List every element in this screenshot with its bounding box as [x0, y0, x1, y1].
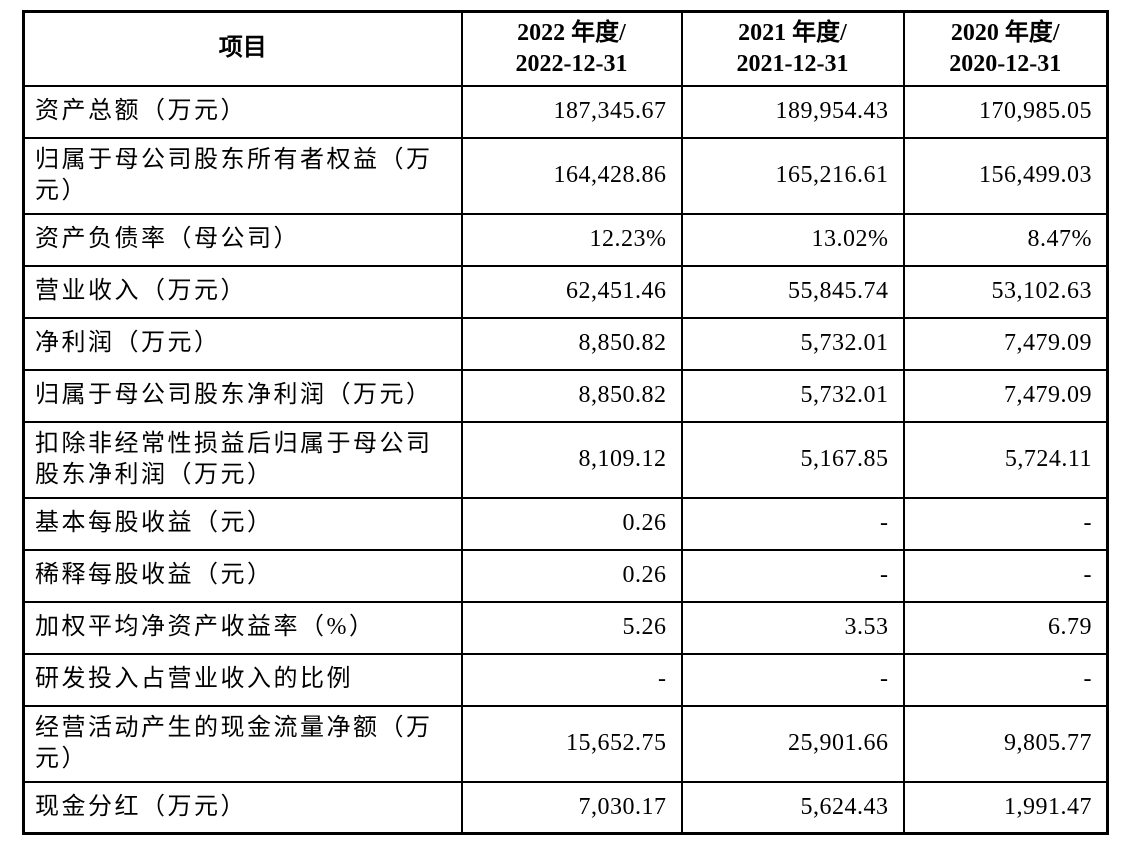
row-value: - — [460, 652, 683, 707]
row-label: 归属于母公司股东所有者权益（万元） — [22, 136, 463, 215]
row-label: 扣除非经常性损益后归属于母公司股东净利润（万元） — [22, 420, 463, 499]
table-row: 营业收入（万元） 62,451.46 55,845.74 53,102.63 — [22, 264, 1109, 319]
row-value: 6.79 — [902, 600, 1109, 655]
table-row: 扣除非经常性损益后归属于母公司股东净利润（万元） 8,109.12 5,167.… — [22, 420, 1109, 499]
row-value: - — [902, 548, 1109, 603]
row-value: 156,499.03 — [902, 136, 1109, 215]
header-item: 项目 — [22, 10, 463, 87]
row-value: 8,850.82 — [460, 316, 683, 371]
row-value: 7,030.17 — [460, 780, 683, 835]
row-value: 8,850.82 — [460, 368, 683, 423]
row-value: 53,102.63 — [902, 264, 1109, 319]
row-value: 187,345.67 — [460, 84, 683, 139]
row-label: 归属于母公司股东净利润（万元） — [22, 368, 463, 423]
table-row: 资产总额（万元） 187,345.67 189,954.43 170,985.0… — [22, 84, 1109, 139]
table-row: 归属于母公司股东所有者权益（万元） 164,428.86 165,216.61 … — [22, 136, 1109, 215]
row-label: 净利润（万元） — [22, 316, 463, 371]
row-value: 7,479.09 — [902, 316, 1109, 371]
row-label: 现金分红（万元） — [22, 780, 463, 835]
table-row: 现金分红（万元） 7,030.17 5,624.43 1,991.47 — [22, 780, 1109, 835]
row-label: 资产总额（万元） — [22, 84, 463, 139]
row-value: 5,724.11 — [902, 420, 1109, 499]
row-value: 8,109.12 — [460, 420, 683, 499]
row-label: 稀释每股收益（元） — [22, 548, 463, 603]
table-row: 加权平均净资产收益率（%） 5.26 3.53 6.79 — [22, 600, 1109, 655]
table-header-row: 项目 2022 年度/ 2022-12-31 2021 年度/ 2021-12-… — [22, 10, 1109, 87]
row-value: 0.26 — [460, 496, 683, 551]
table-row: 归属于母公司股东净利润（万元） 8,850.82 5,732.01 7,479.… — [22, 368, 1109, 423]
row-value: 5.26 — [460, 600, 683, 655]
row-value: 13.02% — [680, 212, 905, 267]
row-value: 1,991.47 — [902, 780, 1109, 835]
row-value: 5,732.01 — [680, 316, 905, 371]
table-row: 经营活动产生的现金流量净额（万元） 15,652.75 25,901.66 9,… — [22, 704, 1109, 783]
row-label: 加权平均净资产收益率（%） — [22, 600, 463, 655]
table-row: 稀释每股收益（元） 0.26 - - — [22, 548, 1109, 603]
table-row: 资产负债率（母公司） 12.23% 13.02% 8.47% — [22, 212, 1109, 267]
table-row: 基本每股收益（元） 0.26 - - — [22, 496, 1109, 551]
row-value: 9,805.77 — [902, 704, 1109, 783]
row-value: 25,901.66 — [680, 704, 905, 783]
row-value: 7,479.09 — [902, 368, 1109, 423]
row-value: - — [680, 652, 905, 707]
header-period-2020: 2020 年度/ 2020-12-31 — [902, 10, 1109, 87]
header-period-2021: 2021 年度/ 2021-12-31 — [680, 10, 905, 87]
row-value: 165,216.61 — [680, 136, 905, 215]
row-value: 55,845.74 — [680, 264, 905, 319]
row-label: 基本每股收益（元） — [22, 496, 463, 551]
table-row: 研发投入占营业收入的比例 - - - — [22, 652, 1109, 707]
row-value: 189,954.43 — [680, 84, 905, 139]
row-label: 营业收入（万元） — [22, 264, 463, 319]
row-label: 资产负债率（母公司） — [22, 212, 463, 267]
row-value: - — [680, 548, 905, 603]
row-value: 62,451.46 — [460, 264, 683, 319]
row-value: 164,428.86 — [460, 136, 683, 215]
row-value: 5,167.85 — [680, 420, 905, 499]
row-value: 12.23% — [460, 212, 683, 267]
row-label: 研发投入占营业收入的比例 — [22, 652, 463, 707]
header-period-2022: 2022 年度/ 2022-12-31 — [460, 10, 683, 87]
row-label: 经营活动产生的现金流量净额（万元） — [22, 704, 463, 783]
row-value: - — [902, 652, 1109, 707]
row-value: 0.26 — [460, 548, 683, 603]
row-value: 15,652.75 — [460, 704, 683, 783]
row-value: 5,624.43 — [680, 780, 905, 835]
financial-summary-table: 项目 2022 年度/ 2022-12-31 2021 年度/ 2021-12-… — [22, 10, 1109, 835]
row-value: 8.47% — [902, 212, 1109, 267]
row-value: 5,732.01 — [680, 368, 905, 423]
row-value: 3.53 — [680, 600, 905, 655]
row-value: - — [680, 496, 905, 551]
row-value: 170,985.05 — [902, 84, 1109, 139]
table-row: 净利润（万元） 8,850.82 5,732.01 7,479.09 — [22, 316, 1109, 371]
row-value: - — [902, 496, 1109, 551]
